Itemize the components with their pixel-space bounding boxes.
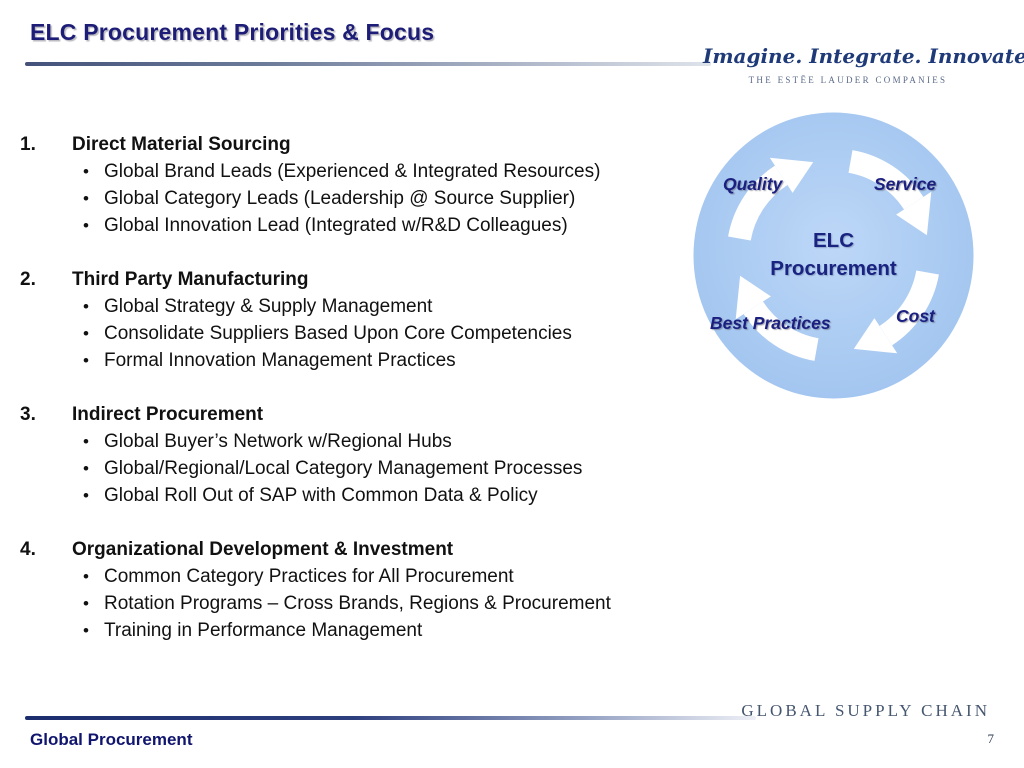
bullet-text: Global Innovation Lead (Integrated w/R&D… bbox=[104, 215, 568, 236]
page-number: 7 bbox=[987, 731, 995, 746]
bullet-icon: • bbox=[83, 567, 89, 586]
cycle-label-cost: Cost bbox=[896, 306, 935, 326]
bullet-text: Global Brand Leads (Experienced & Integr… bbox=[104, 161, 601, 182]
cycle-center-line1: ELC bbox=[813, 229, 854, 252]
list-item: • Formal Innovation Management Practices bbox=[20, 347, 692, 374]
bullet-icon: • bbox=[83, 621, 89, 640]
section-heading: Indirect Procurement bbox=[72, 404, 264, 425]
cycle-label-service: Service bbox=[874, 174, 937, 194]
header-divider bbox=[25, 62, 711, 66]
procurement-cycle-diagram: Quality Service Cost Best Practices ELC … bbox=[693, 112, 974, 399]
bullet-icon: • bbox=[83, 297, 89, 316]
bullet-text: Global Roll Out of SAP with Common Data … bbox=[104, 485, 538, 506]
section-heading: Third Party Manufacturing bbox=[72, 269, 309, 290]
bullet-text: Global Category Leads (Leadership @ Sour… bbox=[104, 188, 576, 209]
list-item: • Training in Performance Management bbox=[20, 617, 692, 644]
section-number: 3. bbox=[20, 404, 36, 425]
bullet-icon: • bbox=[83, 351, 89, 370]
list-item: • Common Category Practices for All Proc… bbox=[20, 563, 692, 590]
slide-title: ELC Procurement Priorities & Focus bbox=[30, 19, 435, 45]
bullet-icon: • bbox=[83, 459, 89, 478]
logo-script-text: Imagine. Integrate. Innovate. bbox=[703, 44, 1024, 68]
bullet-text: Common Category Practices for All Procur… bbox=[104, 566, 514, 587]
bullet-icon: • bbox=[83, 162, 89, 181]
priority-list: 1. Direct Material Sourcing • Global Bra… bbox=[20, 131, 692, 671]
list-section: 1. Direct Material Sourcing • Global Bra… bbox=[20, 131, 692, 239]
bullet-icon: • bbox=[83, 432, 89, 451]
cycle-center-line2: Procurement bbox=[770, 257, 897, 280]
list-item: • Global Brand Leads (Experienced & Inte… bbox=[20, 158, 692, 185]
list-section: 4. Organizational Development & Investme… bbox=[20, 536, 692, 644]
section-number: 4. bbox=[20, 539, 36, 560]
footer-department-name: Global Procurement bbox=[30, 730, 193, 749]
bullet-icon: • bbox=[83, 189, 89, 208]
list-item: • Global Innovation Lead (Integrated w/R… bbox=[20, 212, 692, 239]
list-section: 2. Third Party Manufacturing • Global St… bbox=[20, 266, 692, 374]
cycle-center-title: ELC Procurement bbox=[693, 227, 974, 283]
bullet-text: Formal Innovation Management Practices bbox=[104, 350, 456, 371]
bullet-text: Global/Regional/Local Category Managemen… bbox=[104, 458, 583, 479]
list-item: • Global Buyer’s Network w/Regional Hubs bbox=[20, 428, 692, 455]
bullet-icon: • bbox=[83, 486, 89, 505]
list-item: • Global Strategy & Supply Management bbox=[20, 293, 692, 320]
bullet-text: Training in Performance Management bbox=[104, 620, 423, 641]
cycle-label-best-practices: Best Practices bbox=[710, 313, 831, 333]
bullet-icon: • bbox=[83, 594, 89, 613]
list-item: • Global Category Leads (Leadership @ So… bbox=[20, 185, 692, 212]
footer-org-name: GLOBAL SUPPLY CHAIN bbox=[741, 701, 990, 720]
section-number: 1. bbox=[20, 134, 36, 155]
bullet-text: Global Buyer’s Network w/Regional Hubs bbox=[104, 431, 452, 452]
list-section: 3. Indirect Procurement • Global Buyer’s… bbox=[20, 401, 692, 509]
bullet-text: Consolidate Suppliers Based Upon Core Co… bbox=[104, 323, 572, 344]
cycle-label-quality: Quality bbox=[723, 174, 783, 194]
list-item: • Rotation Programs – Cross Brands, Regi… bbox=[20, 590, 692, 617]
bullet-icon: • bbox=[83, 216, 89, 235]
bullet-icon: • bbox=[83, 324, 89, 343]
bullet-text: Global Strategy & Supply Management bbox=[104, 296, 433, 317]
footer-divider bbox=[25, 716, 756, 720]
section-number: 2. bbox=[20, 269, 36, 290]
list-item: • Global/Regional/Local Category Managem… bbox=[20, 455, 692, 482]
cycle-circle-graphic bbox=[693, 112, 974, 399]
list-item: • Global Roll Out of SAP with Common Dat… bbox=[20, 482, 692, 509]
list-item: • Consolidate Suppliers Based Upon Core … bbox=[20, 320, 692, 347]
section-heading: Organizational Development & Investment bbox=[72, 539, 454, 560]
section-heading: Direct Material Sourcing bbox=[72, 134, 291, 155]
bullet-text: Rotation Programs – Cross Brands, Region… bbox=[104, 593, 611, 614]
company-logo: Imagine. Integrate. Innovate. THE ESTĒE … bbox=[703, 44, 1024, 85]
logo-company-name: THE ESTĒE LAUDER COMPANIES bbox=[748, 75, 948, 85]
